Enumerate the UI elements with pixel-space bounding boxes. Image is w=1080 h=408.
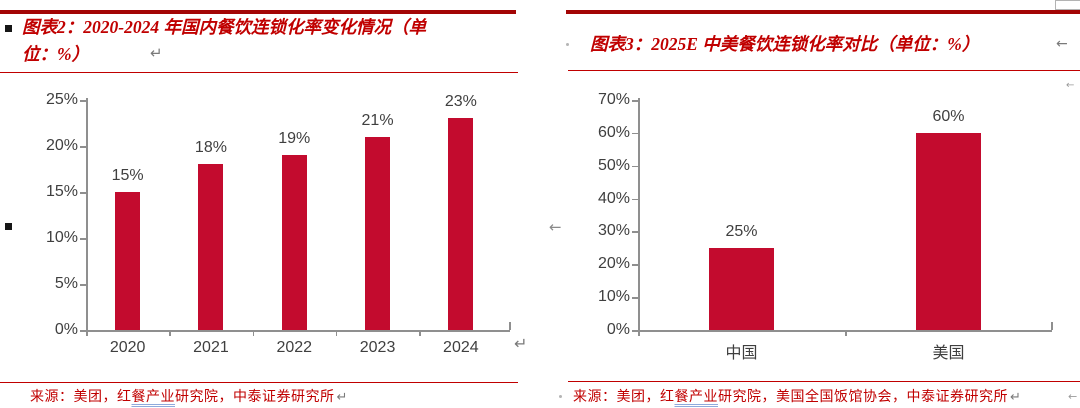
source-text-underlined: 餐产业 (131, 390, 175, 405)
y-axis-tick (632, 297, 638, 299)
x-axis-label: 2020 (109, 339, 146, 356)
bar-value-label: 19% (278, 130, 311, 148)
paragraph-return-icon: ↵ (1010, 390, 1022, 405)
y-axis-label: 0% (54, 321, 78, 338)
bar (916, 132, 981, 330)
y-axis-tick (632, 165, 638, 168)
y-axis-label: 10% (45, 229, 78, 246)
y-axis-label: 10% (597, 288, 630, 306)
right-chart-title: 图表3：2025E 中美餐饮连锁化率对比（单位：%） (590, 34, 980, 54)
y-axis-label: 60% (597, 123, 630, 141)
source-text: 研究院，美国全国饭馆协会，中泰证券研究所 (718, 390, 1008, 405)
y-axis-tick (80, 100, 86, 102)
source-text-underlined: 餐产业 (674, 390, 718, 405)
source-text: 研究院，中泰证券研究所 (175, 390, 335, 405)
y-axis-label: 25% (45, 91, 78, 108)
bar-value-label: 60% (932, 107, 965, 125)
y-axis-tick (632, 231, 638, 233)
x-axis-tick (419, 330, 421, 336)
anchor-dot-icon (559, 395, 562, 398)
bar (448, 118, 474, 330)
object-handle-box (1055, 0, 1080, 10)
y-axis-tick (80, 192, 86, 194)
line-break-arrow-icon: ← (1068, 390, 1078, 403)
x-axis-line (86, 330, 510, 332)
bar-value-label: 15% (111, 167, 144, 184)
x-axis-label: 2023 (359, 339, 396, 356)
bar-value-label: 21% (361, 111, 394, 129)
y-axis-label: 70% (597, 91, 630, 108)
y-axis-tick (80, 284, 86, 286)
x-axis-tick (335, 330, 338, 336)
left-chart-title: 图表2：2020-2024 年国内餐饮连锁化率变化情况（单 位：%） (22, 14, 524, 68)
y-axis-tick (80, 238, 86, 240)
y-axis-tick (80, 146, 86, 148)
bar (709, 247, 774, 330)
y-axis-line (638, 98, 640, 336)
bar-value-label: 25% (725, 222, 758, 240)
anchor-dot-icon (566, 43, 569, 46)
y-axis-tick (632, 264, 638, 266)
x-axis-end-tick (1051, 322, 1053, 330)
bar (281, 155, 307, 330)
source-text: 来源：美团，红 (30, 390, 132, 405)
y-axis-label: 20% (597, 255, 630, 273)
y-axis-label: 5% (54, 275, 78, 292)
list-bullet-icon (5, 223, 12, 230)
right-source-top-rule (568, 381, 1080, 382)
y-axis-label: 40% (597, 189, 630, 207)
left-title-underline-rule (0, 72, 518, 73)
x-axis-label: 2024 (443, 339, 479, 356)
bar-value-label: 18% (194, 139, 227, 157)
left-source-top-rule (0, 382, 518, 383)
x-axis-label: 美国 (932, 345, 965, 362)
x-axis-tick (169, 330, 171, 336)
y-axis-label: 50% (597, 156, 630, 174)
x-axis-tick (252, 330, 255, 336)
line-break-arrow-icon: ← (1056, 36, 1068, 52)
line-break-arrow-icon: ← (549, 218, 562, 236)
x-axis-end-tick (509, 322, 511, 330)
y-axis-label: 0% (606, 321, 630, 338)
left-chart-title-line2: 位：%） (22, 44, 90, 64)
y-axis-tick (632, 132, 638, 135)
bar (198, 164, 224, 330)
paragraph-return-icon: ↵ (150, 44, 163, 62)
y-axis-label: 30% (597, 222, 630, 240)
y-axis-tick (80, 330, 86, 332)
list-bullet-icon (5, 25, 12, 32)
x-axis-label: 中国 (725, 345, 758, 362)
bar-value-label: 23% (444, 93, 477, 111)
y-axis-tick (632, 100, 638, 102)
paragraph-return-icon: ↵ (514, 334, 528, 353)
bar (365, 136, 391, 330)
x-axis-tick (845, 330, 847, 336)
y-axis-tick (632, 330, 638, 332)
paragraph-return-icon: ↵ (336, 390, 348, 405)
x-axis-label: 2022 (276, 339, 313, 356)
left-panel-top-rule (0, 10, 516, 14)
y-axis-line (86, 98, 88, 336)
left-chart-title-line1: 图表2：2020-2024 年国内餐饮连锁化率变化情况（单 (22, 17, 426, 37)
right-source-note: 来源：美团，红餐产业研究院，美国全国饭馆协会，中泰证券研究所 ↵ (573, 386, 1021, 406)
x-axis-label: 2021 (193, 339, 229, 356)
right-panel-top-rule (566, 10, 1080, 14)
line-break-arrow-icon: ← (1066, 80, 1075, 91)
source-text: 来源：美团，红 (573, 390, 675, 405)
right-title-underline-rule (568, 70, 1080, 71)
y-axis-tick (632, 198, 638, 201)
y-axis-label: 15% (45, 183, 78, 200)
left-source-note: 来源：美团，红餐产业研究院，中泰证券研究所 ↵ (30, 386, 348, 406)
bar (115, 192, 141, 330)
y-axis-label: 20% (45, 137, 78, 154)
